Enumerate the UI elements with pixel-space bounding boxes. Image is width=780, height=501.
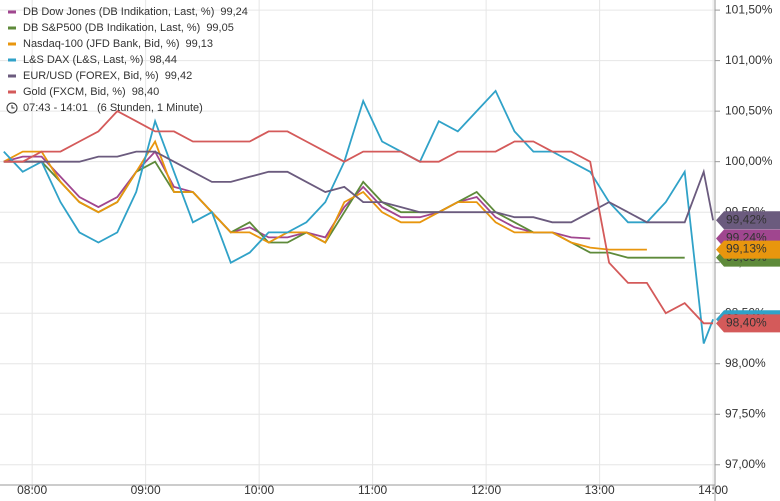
legend-swatch: [8, 58, 16, 62]
legend-swatch: [8, 90, 16, 94]
legend-swatch: [8, 26, 16, 30]
end-tag-label: 99,13%: [726, 242, 767, 256]
series-line: [3, 139, 647, 251]
legend-value: 98,44: [149, 54, 177, 66]
legend-swatch: [8, 10, 16, 14]
y-tick-label: 100,50%: [725, 103, 773, 117]
y-tick-label: 101,00%: [725, 53, 773, 67]
legend-value: 98,40: [132, 86, 160, 98]
subtitle-group: 07:43 - 14:01 (6 Stunden, 1 Minute): [6, 102, 203, 114]
legend-swatch: [8, 74, 16, 78]
legend-swatch: [8, 42, 16, 46]
x-tick-label: 10:00: [244, 483, 274, 497]
legend-value: 99,05: [206, 22, 234, 34]
y-tick-label: 100,00%: [725, 154, 773, 168]
x-tick-label: 13:00: [585, 483, 615, 497]
y-tick-label: 98,00%: [725, 356, 766, 370]
series-line: [3, 150, 591, 240]
clock-hand: [11, 105, 15, 109]
end-tag-label: 98,40%: [726, 316, 767, 330]
end-tag: [716, 211, 780, 230]
series-line: [3, 109, 714, 325]
series-line: [3, 150, 714, 224]
legend-label: EUR/USD (FOREX, Bid, %): [23, 70, 159, 82]
legend-label: Gold (FXCM, Bid, %): [23, 86, 126, 98]
y-tick-label: 97,00%: [725, 457, 766, 471]
series-line: [3, 160, 685, 259]
x-tick-label: 12:00: [471, 483, 501, 497]
legend-label: DB Dow Jones (DB Indikation, Last, %): [23, 6, 214, 18]
x-tick-label: 11:00: [358, 483, 387, 497]
legend-label: L&S DAX (L&S, Last, %): [23, 54, 143, 66]
legend-value: 99,24: [220, 6, 248, 18]
y-tick-label: 101,50%: [725, 2, 773, 16]
clock-icon: [6, 102, 18, 114]
end-tag-label: 99,42%: [726, 212, 767, 226]
x-tick-label: 08:00: [17, 483, 47, 497]
series-line: [3, 89, 714, 344]
subtitle: 07:43 - 14:01 (6 Stunden, 1 Minute): [23, 102, 203, 114]
y-tick-label: 97,50%: [725, 406, 766, 420]
end-tag: [716, 314, 780, 333]
legend-label: Nasdaq-100 (JFD Bank, Bid, %): [23, 38, 180, 50]
legend-value: 99,42: [165, 70, 193, 82]
x-tick-label: 14:00: [698, 483, 728, 497]
x-tick-label: 09:00: [131, 483, 161, 497]
end-tag: [716, 240, 780, 259]
legend-label: DB S&P500 (DB Indikation, Last, %): [23, 22, 200, 34]
legend-value: 99,13: [186, 38, 214, 50]
